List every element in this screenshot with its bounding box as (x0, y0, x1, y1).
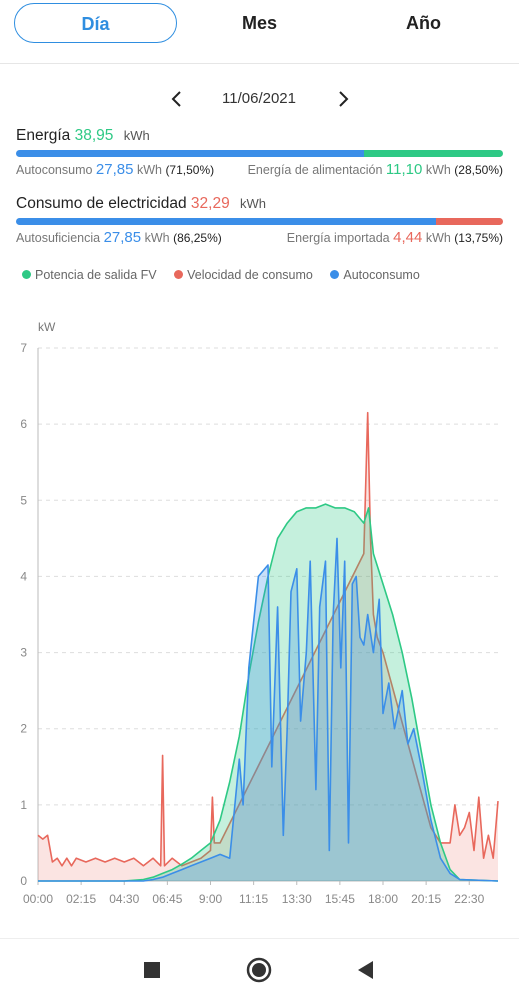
y-tick-label: 4 (20, 569, 27, 583)
x-tick-label: 15:45 (325, 892, 355, 906)
legend-dot-pv (22, 270, 31, 280)
x-tick-label: 02:15 (66, 892, 96, 906)
home-circle-icon[interactable] (244, 955, 274, 985)
legend-label-consumption: Velocidad de consumo (187, 268, 313, 282)
self-sufficiency-pct: (86,25%) (173, 231, 222, 245)
legend-dot-consumption (174, 270, 184, 280)
y-tick-label: 6 (20, 417, 27, 431)
self-consumption-label: Autoconsumo (16, 163, 93, 177)
tab-day[interactable]: Día (14, 3, 177, 43)
energy-title: Energía 38,95 kWh (16, 127, 150, 145)
y-tick-label: 5 (20, 493, 27, 507)
energy-bar (16, 150, 503, 157)
consumption-bar (16, 218, 503, 225)
feed-in-value: 11,10 (385, 161, 423, 178)
consumption-value: 32,29 (190, 195, 230, 212)
energy-label: Energía (16, 127, 71, 144)
x-tick-label: 9:00 (199, 892, 223, 906)
x-tick-label: 18:00 (368, 892, 398, 906)
energy-unit: kWh (123, 128, 150, 143)
legend-dot-self (330, 270, 340, 280)
pv-output-series-line (38, 503, 499, 882)
self-sufficiency-stat: Autosuficiencia 27,85 kWh (86,25%) (16, 229, 222, 246)
tab-year[interactable]: Año (406, 13, 441, 33)
y-tick-label: 1 (20, 798, 27, 812)
consumption-unit: kWh (240, 196, 267, 211)
feed-in-pct: (28,50%) (454, 163, 503, 177)
consumption-title: Consumo de electricidad 32,29 kWh (16, 195, 266, 213)
self-sufficiency-label: Autosuficiencia (16, 231, 101, 245)
y-tick-label: 0 (20, 874, 27, 888)
consumption-bar-self (16, 218, 437, 225)
imported-energy-label: Energía importada (286, 231, 390, 245)
legend-item-self[interactable]: Autoconsumo (330, 268, 420, 282)
chevron-left-icon[interactable] (162, 84, 192, 114)
legend-item-consumption[interactable]: Velocidad de consumo (174, 268, 313, 282)
feed-in-label: Energía de alimentación (247, 163, 383, 177)
x-tick-label: 00:00 (23, 892, 53, 906)
consumption-label: Consumo de electricidad (16, 195, 187, 212)
consumption-series-area (38, 412, 498, 881)
imported-energy-stat: Energía importada 4,44 kWh (13,75%) (287, 229, 503, 246)
self-consumption-unit: kWh (136, 163, 162, 177)
feed-in-stat: Energía de alimentación 11,10 kWh (28,50… (248, 161, 503, 178)
y-axis-unit-label: kW (38, 320, 56, 334)
legend-label-self: Autoconsumo (343, 268, 420, 282)
self-consumption-stat: Autoconsumo 27,85 kWh (71,50%) (16, 161, 214, 178)
back-triangle-icon[interactable] (351, 955, 381, 985)
pv-output-series-area (38, 504, 498, 881)
power-chart[interactable]: kW 0 1 2 3 4 5 6 7 00:00 02:15 04:30 06:45 9:00 11:15 1… (0, 315, 519, 915)
stop-square-icon[interactable] (137, 955, 167, 985)
imported-energy-pct: (13,75%) (454, 231, 503, 245)
imported-energy-value: 4,44 (393, 229, 423, 246)
legend-label-pv: Potencia de salida FV (35, 268, 157, 282)
energy-bar-self (16, 150, 365, 157)
self-consumption-series-line (38, 537, 499, 882)
x-tick-label: 13:30 (282, 892, 312, 906)
chart-legend: Potencia de salida FV Velocidad de consu… (22, 268, 434, 282)
period-tabs: Día Mes Año (0, 0, 519, 64)
x-tick-label: 04:30 (109, 892, 139, 906)
tab-month[interactable]: Mes (241, 13, 277, 33)
x-tick-label: 22:30 (454, 892, 484, 906)
consumption-series-line (37, 411, 499, 867)
date-navigator: 11/06/2021 (0, 84, 519, 114)
consumption-bar-imported (436, 218, 503, 225)
current-date[interactable]: 11/06/2021 (222, 90, 296, 107)
y-tick-label: 2 (20, 722, 27, 736)
imported-energy-unit: kWh (425, 231, 451, 245)
self-consumption-series-area (38, 538, 498, 881)
self-sufficiency-unit: kWh (144, 231, 170, 245)
feed-in-unit: kWh (425, 163, 451, 177)
y-tick-label: 3 (20, 646, 27, 660)
self-sufficiency-value: 27,85 (103, 229, 142, 246)
system-navbar (0, 938, 519, 1000)
energy-bar-feed (364, 150, 503, 157)
chevron-right-icon[interactable] (328, 84, 358, 114)
self-consumption-pct: (71,50%) (165, 163, 215, 177)
x-tick-label: 20:15 (411, 892, 441, 906)
legend-item-pv[interactable]: Potencia de salida FV (22, 268, 157, 282)
energy-value: 38,95 (74, 127, 114, 144)
x-tick-label: 11:15 (239, 892, 268, 906)
y-tick-label: 7 (20, 341, 27, 355)
x-tick-label: 06:45 (152, 892, 182, 906)
self-consumption-value: 27,85 (95, 161, 134, 178)
